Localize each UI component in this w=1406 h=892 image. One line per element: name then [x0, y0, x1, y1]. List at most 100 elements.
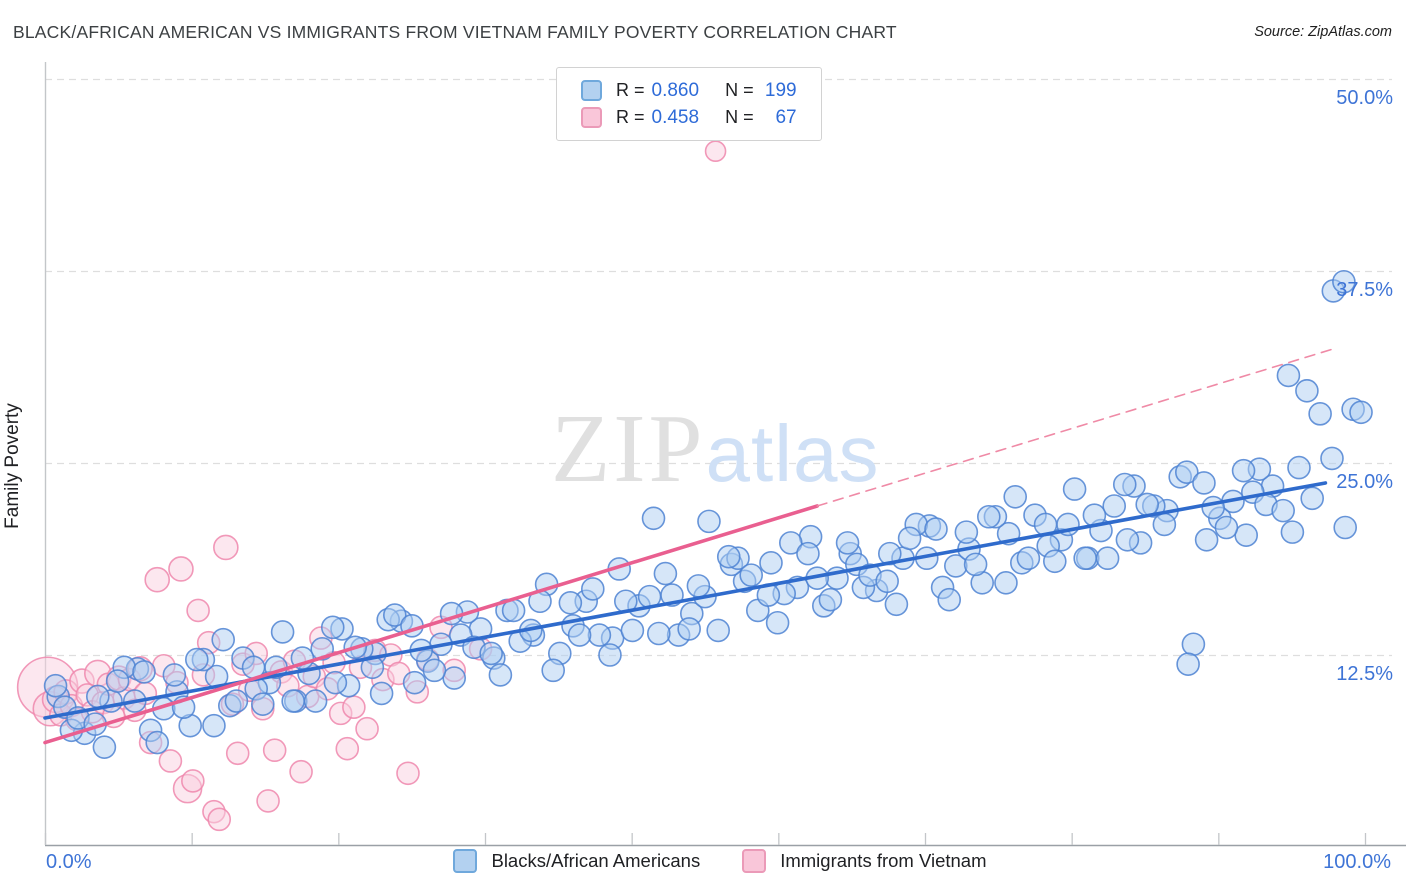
scatter-point-blue — [897, 526, 922, 551]
scatter-point-blue — [1300, 486, 1324, 511]
y-tick-label-25: 25.0% — [1336, 471, 1393, 493]
scatter-point-blue — [818, 587, 843, 612]
scatter-point-blue — [653, 561, 678, 586]
scatter-point-blue — [1115, 527, 1140, 552]
scatter-point-blue — [211, 627, 235, 652]
scatter-point-blue — [620, 618, 645, 643]
scatter-point-blue — [1333, 515, 1357, 540]
scatter-point-blue — [796, 541, 820, 566]
scatter-point-blue — [1062, 477, 1087, 501]
scatter-point-blue — [1276, 363, 1301, 388]
scatter-point-blue — [224, 689, 249, 713]
scatter-point-pink — [207, 807, 232, 832]
scatter-point-pink — [355, 716, 379, 741]
scatter-point-blue — [270, 620, 295, 644]
scatter-point-blue — [303, 689, 328, 713]
scatter-point-blue — [1003, 484, 1028, 509]
scatter-point-blue — [686, 574, 711, 598]
n-label: N = — [725, 80, 754, 100]
legend-swatch-pink-icon — [742, 849, 767, 873]
scatter-point-blue — [778, 531, 803, 555]
scatter-point-pink — [262, 738, 287, 763]
scatter-point-blue — [739, 563, 764, 587]
scatter-point-pink — [213, 534, 239, 561]
scatter-point-blue — [1214, 515, 1239, 540]
correlation-row-blue: R = 0.860 N = 199 — [581, 78, 807, 103]
scatter-point-blue — [442, 666, 467, 690]
scatter-point-blue — [323, 670, 348, 695]
scatter-point-blue — [875, 569, 899, 594]
scatter-point-blue — [1349, 400, 1373, 425]
scatter-point-blue — [1176, 652, 1200, 677]
scatter-point-blue — [105, 669, 130, 693]
scatter-point-blue — [641, 506, 666, 531]
y-tick-label-37-5: 37.5% — [1336, 279, 1393, 301]
scatter-point-blue — [937, 587, 962, 612]
scatter-point-blue — [1201, 495, 1225, 520]
scatter-point-blue — [598, 643, 622, 667]
scatter-point-blue — [541, 658, 566, 683]
scatter-point-blue — [1271, 498, 1295, 523]
legend-swatch-pink-icon — [581, 107, 602, 128]
scatter-point-blue — [697, 509, 721, 534]
scatter-point-blue — [369, 681, 394, 706]
scatter-point-blue — [145, 730, 169, 755]
scatter-point-blue — [185, 647, 209, 672]
scatter-point-pink — [144, 566, 170, 593]
scatter-point-blue — [1102, 494, 1126, 518]
scatter-point-blue — [202, 713, 226, 738]
scatter-point-blue — [1175, 460, 1199, 485]
scatter-point-blue — [250, 692, 275, 716]
correlation-row-pink: R = 0.458 N = 67 — [581, 105, 807, 130]
scatter-point-blue — [954, 520, 979, 544]
y-tick-label-50: 50.0% — [1336, 87, 1393, 109]
scatter-point-blue — [43, 673, 68, 698]
scatter-point-blue — [1152, 512, 1177, 537]
source-label: Source: ZipAtlas.com — [1254, 24, 1392, 40]
scatter-point-blue — [646, 621, 671, 646]
scatter-point-pink — [181, 769, 205, 793]
trend-line-pink-projection — [816, 348, 1333, 507]
scatter-point-pink — [256, 789, 280, 813]
scatter-point-blue — [1194, 527, 1219, 552]
r-label: R = — [616, 107, 645, 127]
scatter-point-blue — [1234, 523, 1258, 547]
scatter-point-blue — [162, 663, 187, 687]
chart-title: BLACK/AFRICAN AMERICAN VS IMMIGRANTS FRO… — [13, 22, 897, 42]
legend-swatch-blue-icon — [453, 849, 478, 873]
scatter-point-blue — [1295, 379, 1319, 403]
scatter-point-blue — [1332, 269, 1356, 294]
scatter-point-blue — [1043, 549, 1067, 574]
scatter-point-blue — [1181, 632, 1206, 657]
scatter-point-blue — [1192, 471, 1216, 495]
scatter-point-blue — [1308, 402, 1332, 426]
scatter-point-blue — [835, 531, 860, 555]
scatter-point-blue — [320, 615, 345, 640]
scatter-point-blue — [92, 735, 117, 759]
scatter-point-blue — [422, 658, 447, 683]
scatter-point-blue — [587, 623, 612, 647]
scatter-point-blue — [1287, 455, 1311, 480]
n-value-pink: 67 — [775, 106, 797, 128]
scatter-point-blue — [884, 592, 909, 617]
scatter-point-blue — [976, 504, 1001, 529]
legend-swatch-blue-icon — [581, 80, 602, 101]
scatter-point-blue — [1135, 492, 1159, 517]
scatter-point-blue — [1112, 472, 1137, 497]
scatter-point-blue — [1016, 546, 1041, 571]
scatter-point-blue — [706, 618, 731, 643]
scatter-point-pink — [289, 759, 313, 784]
scatter-point-blue — [924, 517, 948, 541]
scatter-point-blue — [86, 684, 110, 709]
r-value-blue: 0.860 — [651, 79, 700, 101]
legend-item-blacks-african-americans: Blacks/African Americans — [453, 849, 700, 873]
scatter-point-pink — [168, 556, 194, 582]
scatter-point-blue — [963, 552, 988, 577]
scatter-point-blue — [1073, 546, 1097, 571]
scatter-point-blue — [580, 577, 605, 601]
scatter-point-blue — [716, 544, 741, 569]
scatter-point-blue — [488, 663, 513, 687]
scatter-point-blue — [281, 689, 305, 713]
